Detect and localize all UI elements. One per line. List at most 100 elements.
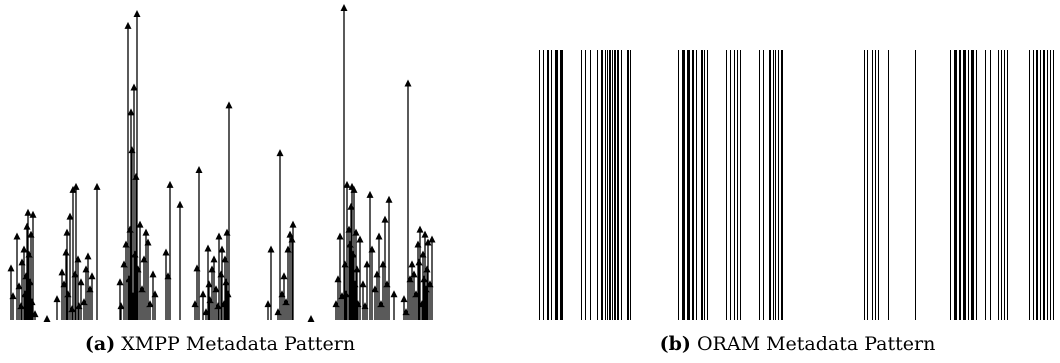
barcode-bar [998,50,999,320]
event-arrow [264,300,272,320]
event-arrow-head [66,212,74,220]
event-arrow [20,245,28,320]
event-arrow [127,108,135,320]
event-arrow-head [400,295,408,303]
event-arrow [77,278,85,320]
barcode-bar [963,50,966,320]
event-arrow [62,248,70,320]
event-arrow [124,21,132,320]
event-arrow [68,305,76,320]
barcode-bar [614,50,616,320]
event-arrow [13,232,21,320]
event-arrow-head [77,278,85,286]
caption-a-label: (a) [84,333,116,355]
event-arrow [43,315,51,323]
event-arrow-head [142,228,150,236]
event-arrow [340,3,348,320]
barcode-bar [597,50,598,320]
event-arrow-head [149,270,157,278]
event-arrow [72,182,80,320]
barcode-bar [878,50,879,320]
barcode-bar [630,50,631,320]
event-arrow [162,248,170,320]
event-arrow-head [408,260,416,268]
event-arrow-head [53,295,61,303]
barcode-bar [915,50,916,320]
event-arrow [151,290,159,320]
barcode-bar [627,50,629,320]
event-arrow-head [132,172,140,180]
event-arrow-head [176,200,184,208]
event-arrow [146,300,154,320]
event-arrow [336,232,344,320]
event-arrow-head [385,195,393,203]
event-arrow-head [381,215,389,223]
event-arrow-head [43,315,51,323]
event-arrow-head [342,290,350,298]
event-arrow [428,235,436,320]
event-arrow [307,315,315,323]
event-arrow [224,290,232,320]
oram-barcode-plot [539,50,1054,320]
event-arrow-head [29,210,37,218]
event-arrow [212,285,220,320]
event-arrow-head [424,238,432,246]
barcode-bar [555,50,558,320]
barcode-bar [612,50,613,320]
event-arrow [24,208,32,320]
xmpp-metadata-panel: (a) XMPP Metadata Pattern [0,0,440,363]
event-arrow-head [136,220,144,228]
event-arrow-head [195,165,203,173]
event-arrow-head [130,83,138,91]
event-arrow [117,302,125,320]
event-arrow-head [359,280,367,288]
barcode-bar [601,50,603,320]
event-arrow-head [144,238,152,246]
barcode-bar [1007,50,1008,320]
barcode-bar [590,50,591,320]
barcode-bar [959,50,961,320]
barcode-bar [1004,50,1005,320]
barcode-bar [1036,50,1038,320]
event-arrow [286,230,294,320]
event-arrow-head [404,79,412,87]
event-arrow [390,290,398,320]
event-arrow [385,195,393,320]
barcode-bar [543,50,544,320]
event-arrow-head [93,182,101,190]
caption-a-text: XMPP Metadata Pattern [121,333,356,355]
event-arrow [63,228,71,320]
event-arrow [214,302,222,320]
event-arrow-head [340,3,348,11]
event-arrow [368,245,376,320]
event-arrow [363,260,371,320]
barcode-bar [560,50,563,320]
barcode-bar [872,50,873,320]
event-arrow-head [217,270,225,278]
caption-b: (b) ORAM Metadata Pattern [535,333,1060,355]
event-arrow-head [28,298,36,306]
event-arrow-head [420,275,428,283]
event-arrow-head [347,202,355,210]
event-arrow [267,245,275,320]
event-arrow [93,182,101,320]
event-arrow-head [71,270,79,278]
event-arrow [66,212,74,320]
event-arrow-head [356,235,364,243]
event-arrow-head [363,260,371,268]
barcode-bar [704,50,705,320]
barcode-bar [730,50,731,320]
event-arrow-head [9,292,17,300]
event-arrow-head [366,190,374,198]
event-arrow-head [215,232,223,240]
event-arrow [280,272,288,320]
event-arrow-head [375,232,383,240]
event-arrow-head [286,230,294,238]
event-arrow [218,245,226,320]
event-arrow [353,265,361,320]
event-arrow-head [151,290,159,298]
event-arrow-head [410,270,418,278]
event-arrow-head [288,235,296,243]
event-arrow [421,230,429,320]
event-arrow-head [423,265,431,273]
